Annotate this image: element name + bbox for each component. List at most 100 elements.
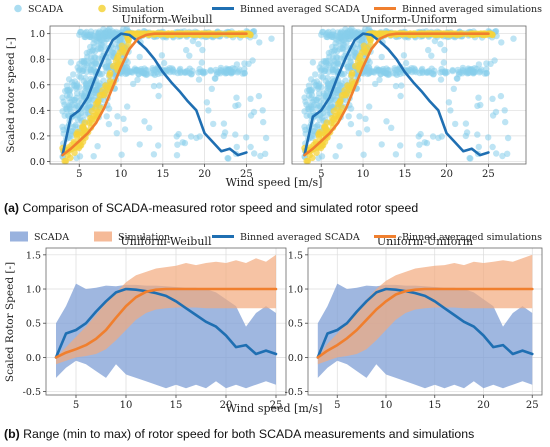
scada-point (103, 113, 110, 120)
scada-point (464, 68, 471, 75)
scada-point (440, 59, 447, 66)
scada-point (497, 92, 505, 100)
scada-point (489, 143, 496, 151)
scada-point (173, 152, 181, 159)
x-tick-label: 10 (357, 169, 370, 180)
scada-point (74, 116, 82, 123)
scada-point (87, 66, 95, 74)
scada-point (452, 120, 459, 128)
panel-title: Uniform-Weibull (122, 13, 213, 26)
scada-point (356, 113, 363, 120)
scada-point (322, 92, 330, 100)
scada-point (259, 107, 266, 114)
scada-point (247, 95, 254, 103)
x-tick-label: 10 (115, 169, 128, 180)
scada-point (135, 70, 142, 78)
legend-label: SCADA (34, 232, 69, 243)
x-tick-label: 5 (318, 169, 324, 180)
scada-point (131, 66, 138, 74)
scada-point (438, 65, 445, 73)
scada-point (313, 102, 320, 109)
legend-label: Simulation (112, 4, 164, 15)
simulation-point (357, 52, 364, 60)
legend-label: Simulation (118, 232, 170, 243)
simulation-point (125, 36, 132, 43)
scada-point (71, 102, 79, 109)
panel-title: Uniform-Uniform (361, 13, 458, 26)
scada-point (317, 98, 324, 105)
scada-point (239, 70, 246, 77)
scada-point (360, 151, 367, 158)
simulation-point (487, 30, 494, 37)
scada-point (229, 65, 236, 72)
binned-scada-line (61, 32, 248, 157)
scada-point (155, 92, 162, 100)
scada-point (71, 78, 79, 85)
scada-point (438, 133, 445, 140)
scada-point (268, 35, 275, 42)
scada-point (347, 120, 355, 128)
scada-point (255, 92, 263, 100)
binned-scada-line (54, 287, 278, 359)
scada-point (141, 118, 148, 125)
scada-point (383, 118, 390, 125)
simulation-point (309, 154, 316, 162)
scada-point (504, 134, 512, 142)
scada-point (429, 133, 437, 140)
scada-point (325, 49, 333, 57)
scada-point (305, 103, 312, 111)
y-tick-label: 1.5 (26, 250, 41, 261)
scada-point (80, 92, 88, 100)
scada-point (199, 46, 206, 54)
scada-point (67, 128, 75, 135)
scada-point (445, 99, 453, 106)
scada-point (64, 86, 71, 94)
scada-point (123, 64, 130, 71)
scada-point (309, 59, 317, 66)
scada-point (183, 46, 190, 54)
panel-3: 5 10 15 20 25 -0.5 0.0 0.5 1.0 1.5 Uniform-Uniform (285, 235, 543, 411)
scada-point (477, 101, 484, 109)
scada-point (510, 35, 517, 42)
scada-point (203, 99, 211, 106)
scada-point (186, 52, 193, 59)
x-tick-label: 10 (380, 400, 393, 411)
scada-point (314, 121, 321, 129)
scada-point (366, 59, 373, 66)
scada-point (315, 154, 322, 162)
x-tick-label: 15 (398, 169, 411, 180)
scada-point (425, 46, 432, 54)
panel-1: 5 10 15 20 25 Uniform-Uniform (291, 13, 527, 180)
y-tick-label: 1.0 (288, 285, 303, 296)
scada-point (168, 65, 176, 72)
scada-point (316, 116, 323, 123)
simulation-point (67, 154, 74, 162)
caption-b-text: Range (min to max) of rotor speed for bo… (23, 427, 475, 441)
caption-b: (b) Range (min to max) of rotor speed fo… (4, 427, 474, 441)
x-tick-label: 25 (270, 400, 283, 411)
x-tick-label: 15 (428, 400, 441, 411)
scada-point (195, 40, 202, 48)
x-tick-label: 5 (76, 169, 82, 180)
scada-point (140, 70, 147, 77)
y-tick-label: 0.0 (288, 353, 303, 364)
panel-0: 5 10 15 20 25 0.0 0.2 0.4 0.6 0.8 1.0 Uniform-Weibu… (30, 13, 285, 180)
scada-point (67, 59, 75, 66)
scada-point (196, 65, 203, 73)
scada-point (146, 124, 153, 131)
scada-point (447, 107, 454, 114)
x-tick-label: 25 (482, 169, 495, 180)
scada-point (232, 131, 239, 138)
scada-point (108, 48, 116, 56)
simulation-point (106, 71, 113, 79)
scada-point (124, 59, 131, 66)
scada-point (105, 54, 112, 61)
x-tick-label: 20 (440, 169, 453, 180)
simulation-point (341, 87, 348, 94)
binned-scada-line (316, 287, 534, 359)
scada-point (195, 76, 203, 83)
simulation-range-band (56, 254, 276, 365)
scada-point (377, 70, 384, 78)
legend-label: Binned averaged SCADA (240, 4, 360, 15)
y-axis-label-a: Scaled rotor speed [-] (5, 37, 17, 153)
